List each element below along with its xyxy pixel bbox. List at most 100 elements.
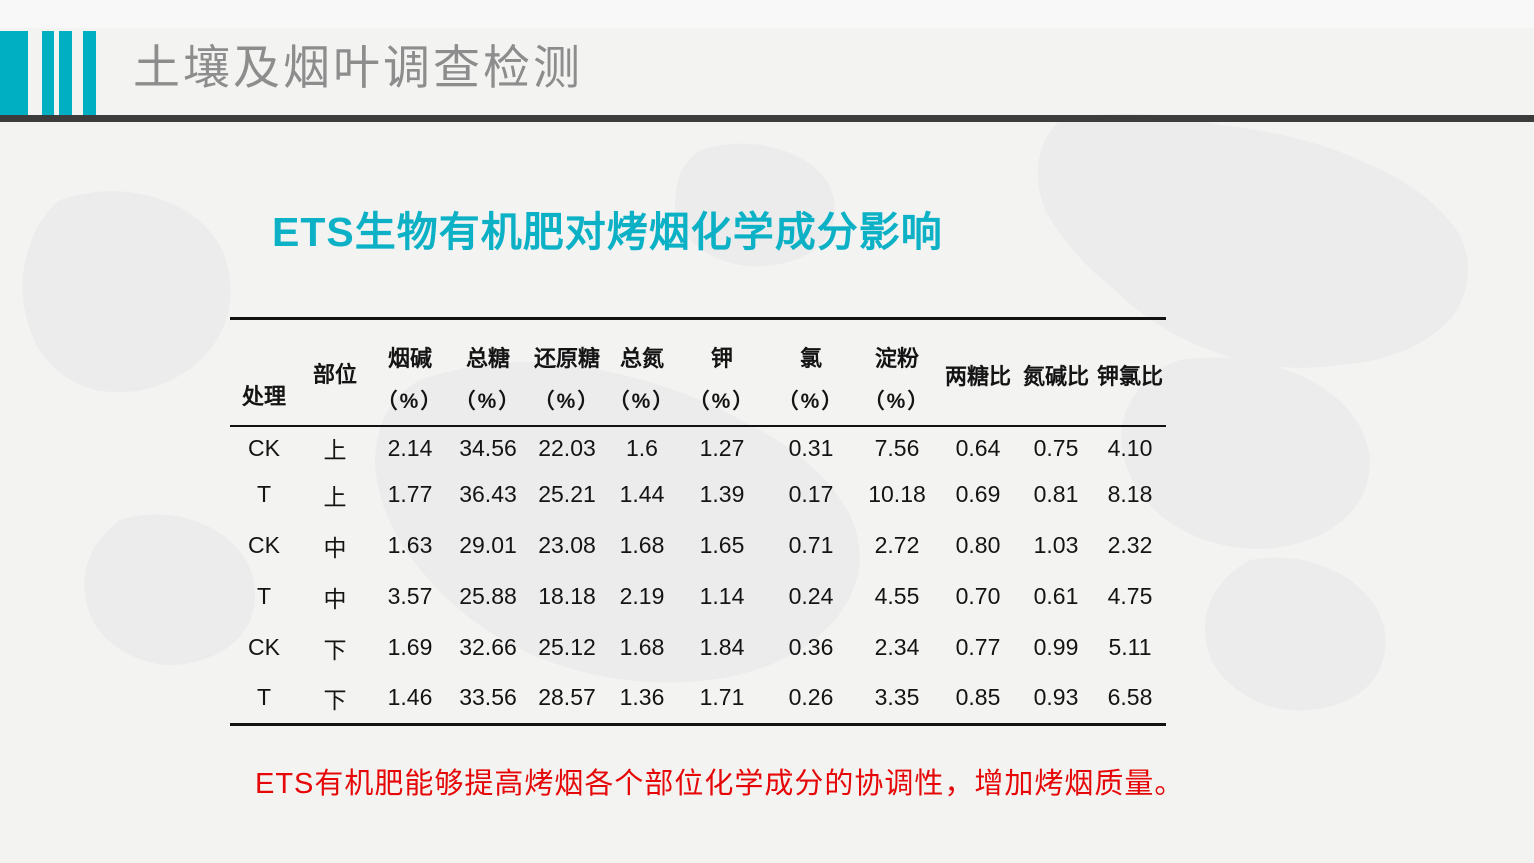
cell: T	[256, 583, 272, 609]
cell: 0.69	[955, 481, 1001, 507]
cell: 0.26	[788, 684, 834, 711]
table-row: T 中 3.57 25.88 18.18 2.19 1.14 0.24 4.55…	[230, 571, 1166, 622]
col-header-potassium: 钾	[710, 345, 733, 371]
unit-label: （%）	[454, 390, 522, 413]
cell: 25.88	[459, 583, 517, 609]
cell: 0.80	[955, 532, 1001, 558]
cell: 上	[323, 483, 347, 510]
cell: 28.57	[538, 684, 596, 711]
col-header-nicotine: 烟碱	[387, 345, 432, 371]
cell: 1.03	[1033, 532, 1079, 558]
cell: 0.36	[788, 634, 834, 660]
cell: 中	[323, 534, 347, 561]
table-row: T 上 1.77 36.43 25.21 1.44 1.39 0.17 10.1…	[230, 469, 1166, 520]
cell: 1.68	[619, 634, 665, 660]
cell: 36.43	[459, 481, 517, 507]
accent-bar	[0, 31, 28, 115]
cell: 0.77	[955, 634, 1001, 660]
cell: 32.66	[459, 634, 517, 660]
cell: 1.36	[619, 684, 665, 711]
cell: 4.55	[874, 583, 920, 609]
table-row: T 下 1.46 33.56 28.57 1.36 1.71 0.26 3.35…	[230, 673, 1166, 724]
cell: 上	[323, 437, 347, 463]
cell: 4.10	[1107, 434, 1153, 461]
cell: 18.18	[538, 583, 596, 609]
cell: 0.70	[955, 583, 1001, 609]
cell: 10.18	[868, 481, 926, 507]
unit-label: （%）	[533, 390, 601, 413]
col-header-reducing-sugar: 还原糖	[533, 345, 600, 371]
cell: 中	[323, 585, 347, 612]
table-row: CK 下 1.69 32.66 25.12 1.68 1.84 0.36 2.3…	[230, 622, 1166, 673]
cell: T	[256, 481, 272, 507]
chemical-composition-table: 处理 部位 烟碱 总糖 还原糖 总氮 钾 氯 淀粉 两糖比 氮碱比 钾氯比 （%…	[230, 317, 1166, 726]
top-strip	[0, 0, 1534, 28]
cell: 1.71	[699, 684, 745, 711]
cell: 33.56	[459, 684, 517, 711]
cell: 1.39	[699, 481, 745, 507]
cell: 5.11	[1108, 634, 1152, 660]
cell: 2.14	[387, 434, 433, 461]
cell: 29.01	[459, 532, 517, 558]
cell: 1.77	[387, 481, 433, 507]
table-header-row: 处理 部位 烟碱 总糖 还原糖 总氮 钾 氯 淀粉 两糖比 氮碱比 钾氯比	[230, 319, 1166, 410]
unit-label: （%）	[863, 390, 931, 413]
cell: 2.32	[1107, 532, 1153, 558]
col-header-starch: 淀粉	[874, 345, 919, 371]
accent-bar	[42, 31, 54, 115]
cell: 0.24	[788, 583, 834, 609]
cell: 23.08	[538, 532, 596, 558]
cell: 0.99	[1033, 634, 1079, 660]
cell: 0.64	[955, 434, 1001, 461]
cell: 0.75	[1033, 434, 1079, 461]
cell: T	[256, 684, 272, 711]
header-accent-bars	[0, 31, 120, 115]
cell: 0.61	[1033, 583, 1079, 609]
table-unit-row: （%） （%） （%） （%） （%） （%） （%）	[230, 385, 1166, 426]
col-header-potassium-chlorine-ratio: 钾氯比	[1096, 363, 1163, 389]
cell: 1.27	[699, 434, 745, 461]
cell: 2.34	[874, 634, 920, 660]
cell: 1.84	[699, 634, 745, 660]
header-divider-line	[0, 115, 1534, 122]
cell: 6.58	[1107, 684, 1153, 711]
conclusion-note: ETS有机肥能够提高烤烟各个部位化学成分的协调性，增加烤烟质量。	[255, 768, 1185, 800]
cell: 1.6	[626, 434, 658, 461]
cell: 25.12	[538, 634, 596, 660]
cell: 1.68	[619, 532, 665, 558]
col-header-position: 部位	[312, 361, 357, 387]
accent-bar	[83, 31, 96, 115]
cell: 1.69	[387, 634, 433, 660]
cell: 2.72	[874, 532, 920, 558]
cell: 1.65	[699, 532, 745, 558]
col-header-chlorine: 氯	[799, 345, 822, 371]
col-header-total-nitrogen: 总氮	[619, 345, 664, 371]
cell: 2.19	[619, 583, 665, 609]
slide-header-title: 土壤及烟叶调查检测	[133, 41, 583, 94]
cell: 25.21	[538, 481, 596, 507]
unit-label: （%）	[608, 390, 676, 413]
col-header-total-sugar: 总糖	[465, 345, 510, 371]
col-header-treatment: 处理	[241, 384, 286, 409]
cell: 0.71	[788, 532, 834, 558]
table-row: CK 中 1.63 29.01 23.08 1.68 1.65 0.71 2.7…	[230, 520, 1166, 571]
cell: 34.56	[459, 434, 517, 461]
cell: 3.57	[387, 583, 433, 609]
cell: CK	[248, 532, 280, 558]
col-header-sugar-ratio: 两糖比	[944, 363, 1011, 389]
accent-bar	[59, 31, 72, 115]
cell: 0.93	[1033, 684, 1079, 711]
cell: 0.17	[788, 481, 834, 507]
cell: 0.85	[955, 684, 1001, 711]
content-heading: ETS生物有机肥对烤烟化学成分影响	[272, 209, 943, 255]
cell: 1.46	[387, 684, 433, 711]
cell: CK	[248, 634, 280, 660]
cell: 下	[323, 636, 347, 663]
cell: 7.56	[874, 434, 920, 461]
unit-label: （%）	[777, 390, 845, 413]
cell: 下	[323, 686, 347, 713]
unit-label: （%）	[688, 390, 756, 413]
col-header-nitrogen-nicotine-ratio: 氮碱比	[1022, 363, 1089, 389]
